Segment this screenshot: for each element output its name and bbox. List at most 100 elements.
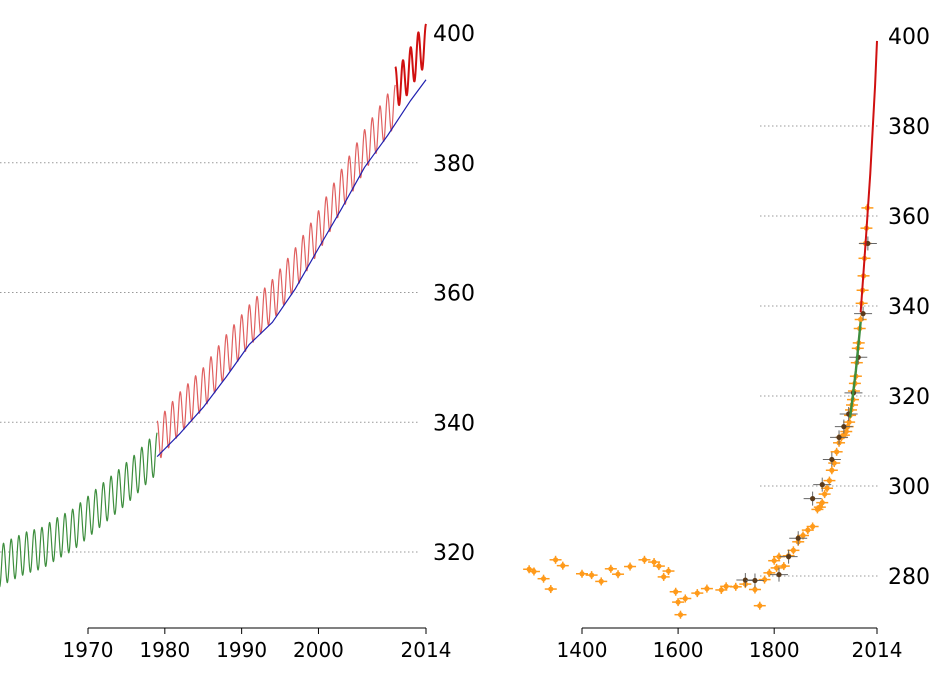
- ice-core-point: [729, 582, 742, 591]
- data-point: [682, 595, 688, 602]
- ice-core-point: [537, 574, 550, 583]
- ice-core-point-dark: [745, 573, 764, 588]
- ice-core-point: [813, 503, 826, 512]
- data-point: [819, 482, 825, 488]
- y-tick-label: 300: [888, 475, 930, 500]
- x-tick-label: 1980: [139, 638, 190, 662]
- data-point: [675, 599, 681, 605]
- data-point: [819, 500, 825, 506]
- data-point: [598, 578, 604, 585]
- data-point: [805, 527, 811, 533]
- data-point: [579, 571, 585, 577]
- y-tick-label: 400: [888, 25, 930, 50]
- data-point: [673, 589, 679, 595]
- data-point: [810, 496, 816, 502]
- ice-core-point: [787, 546, 800, 555]
- data-point: [795, 535, 801, 541]
- ice-core-point: [679, 594, 692, 603]
- ice-core-point: [674, 610, 687, 619]
- data-point: [826, 478, 833, 484]
- data-point: [800, 532, 806, 539]
- ice-core-point: [816, 498, 829, 507]
- data-point: [589, 572, 595, 578]
- data-point: [742, 577, 748, 583]
- ice-core-point: [818, 490, 831, 499]
- y-tick-label: 360: [433, 282, 475, 307]
- data-point: [781, 563, 787, 569]
- data-point: [761, 577, 768, 583]
- ice-core-point-dark: [858, 236, 877, 251]
- ice-core-point: [691, 589, 704, 598]
- data-point: [824, 485, 830, 491]
- ice-core-point: [830, 447, 843, 456]
- ice-core-point: [672, 598, 685, 607]
- x-tick-label: 1970: [63, 638, 114, 662]
- data-point: [718, 587, 724, 593]
- ice-core-point: [662, 567, 675, 576]
- ice-core-point: [753, 601, 766, 610]
- y-tick-label: 320: [888, 385, 930, 410]
- ice-core-point: [544, 585, 557, 594]
- data-point: [752, 577, 758, 584]
- ice-core-point: [806, 522, 819, 531]
- data-point: [733, 584, 739, 590]
- data-point: [757, 603, 763, 609]
- data-point: [560, 563, 566, 569]
- data-point: [785, 554, 792, 560]
- data-point: [615, 571, 621, 577]
- x-tick-label: 1800: [749, 638, 800, 662]
- ice-core-point: [556, 561, 569, 570]
- ice-core-point-dark: [789, 531, 808, 546]
- data-point: [858, 316, 864, 323]
- data-point: [776, 554, 782, 560]
- data-point: [641, 557, 648, 563]
- ice-core-point: [823, 476, 836, 485]
- x-tick-label: 1400: [557, 638, 608, 662]
- data-point: [608, 566, 614, 572]
- ice-core-point: [748, 585, 761, 594]
- data-point: [771, 558, 777, 564]
- data-point: [531, 568, 537, 575]
- data-point: [677, 612, 684, 618]
- y-tick-label: 340: [433, 411, 475, 436]
- ice-core-point: [624, 562, 637, 571]
- data-point: [776, 572, 782, 578]
- ice-core-point-dark: [822, 452, 841, 467]
- ice-core-point: [821, 484, 834, 493]
- data-point: [526, 566, 532, 572]
- chart-recent-co2: 320 340 360 380 400 1970 1980 1990 2000 2014: [0, 22, 475, 662]
- x-tick-label: 2000: [293, 638, 344, 662]
- x-tick-label: 1600: [653, 638, 704, 662]
- data-point: [810, 523, 816, 530]
- data-point: [790, 547, 797, 553]
- ice-core-point: [549, 555, 562, 564]
- ice-core-point-dark: [813, 477, 832, 492]
- data-point: [552, 557, 559, 563]
- ice-core-point-dark: [839, 407, 858, 421]
- ice-core-point: [604, 564, 617, 573]
- y-tick-label: 360: [888, 205, 930, 230]
- ice-core-point: [612, 570, 625, 579]
- data-point: [860, 311, 866, 317]
- data-point: [627, 563, 633, 570]
- ice-core-point: [585, 571, 598, 580]
- data-point: [841, 424, 847, 430]
- data-point: [694, 590, 700, 596]
- ice-core-point-dark: [779, 549, 798, 564]
- ice-core-point: [669, 587, 682, 596]
- y-tick-label: 340: [888, 295, 930, 320]
- ice-core-point: [770, 563, 783, 572]
- data-point: [822, 491, 828, 497]
- data-point: [829, 456, 835, 463]
- y-tick-label: 380: [433, 152, 475, 177]
- ice-core-point-dark: [854, 306, 873, 321]
- series-line-blue: [156, 79, 427, 458]
- data-point: [846, 419, 852, 425]
- data-point: [752, 586, 758, 593]
- series-line-green: [0, 432, 158, 588]
- ice-core-point: [840, 427, 853, 436]
- ice-core-point: [648, 558, 661, 567]
- data-point: [829, 467, 835, 473]
- data-point: [548, 586, 554, 592]
